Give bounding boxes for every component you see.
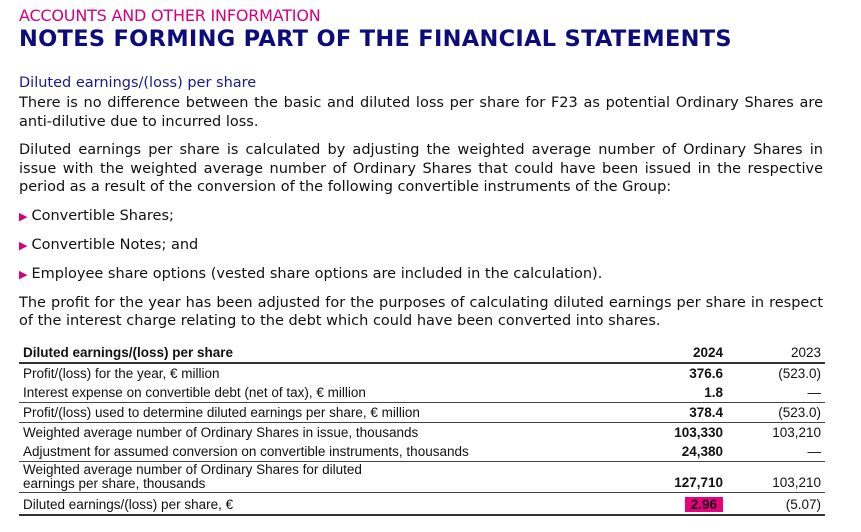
diluted-eps-table: Diluted earnings/(loss) per share 2024 2… [19, 343, 825, 516]
triangle-bullet-icon: ▶ [19, 209, 28, 223]
bullet-item: ▶ Convertible Notes; and [19, 236, 199, 253]
triangle-bullet-icon: ▶ [19, 267, 28, 281]
paragraph: There is no difference between the basic… [19, 95, 823, 130]
table-row: Profit/(loss) for the year, € million 376… [23, 366, 821, 381]
bullet-item: ▶ Employee share options (vested share op… [19, 265, 603, 282]
page-title: NOTES FORMING PART OF THE FINANCIAL STAT… [19, 26, 732, 52]
highlighted-value: 2.96 [684, 497, 723, 512]
paragraph: Diluted earnings per share is calculated… [19, 142, 823, 195]
triangle-bullet-icon: ▶ [19, 238, 28, 252]
table-row: Adjustment for assumed conversion on con… [19, 442, 825, 462]
paragraph: The profit for the year has been adjuste… [19, 294, 823, 330]
bullet-item: ▶ Convertible Shares; [19, 207, 174, 224]
subheading: Diluted earnings/(loss) per share [19, 75, 257, 91]
section-label: ACCOUNTS AND OTHER INFORMATION [19, 6, 321, 25]
table-header: Diluted earnings/(loss) per share 2024 2… [19, 343, 825, 364]
table-row: Profit/(loss) used to determine diluted … [19, 402, 825, 423]
table-row: Diluted earnings/(loss) per share, €2.96… [19, 492, 825, 516]
table-row: Weighted average number of Ordinary Shar… [23, 425, 821, 440]
table-row: Interest expense on convertible debt (ne… [19, 383, 825, 403]
page-content: ACCOUNTS AND OTHER INFORMATION NOTES FOR… [19, 6, 823, 341]
table-row: Weighted average number of Ordinary Shar… [19, 461, 825, 493]
